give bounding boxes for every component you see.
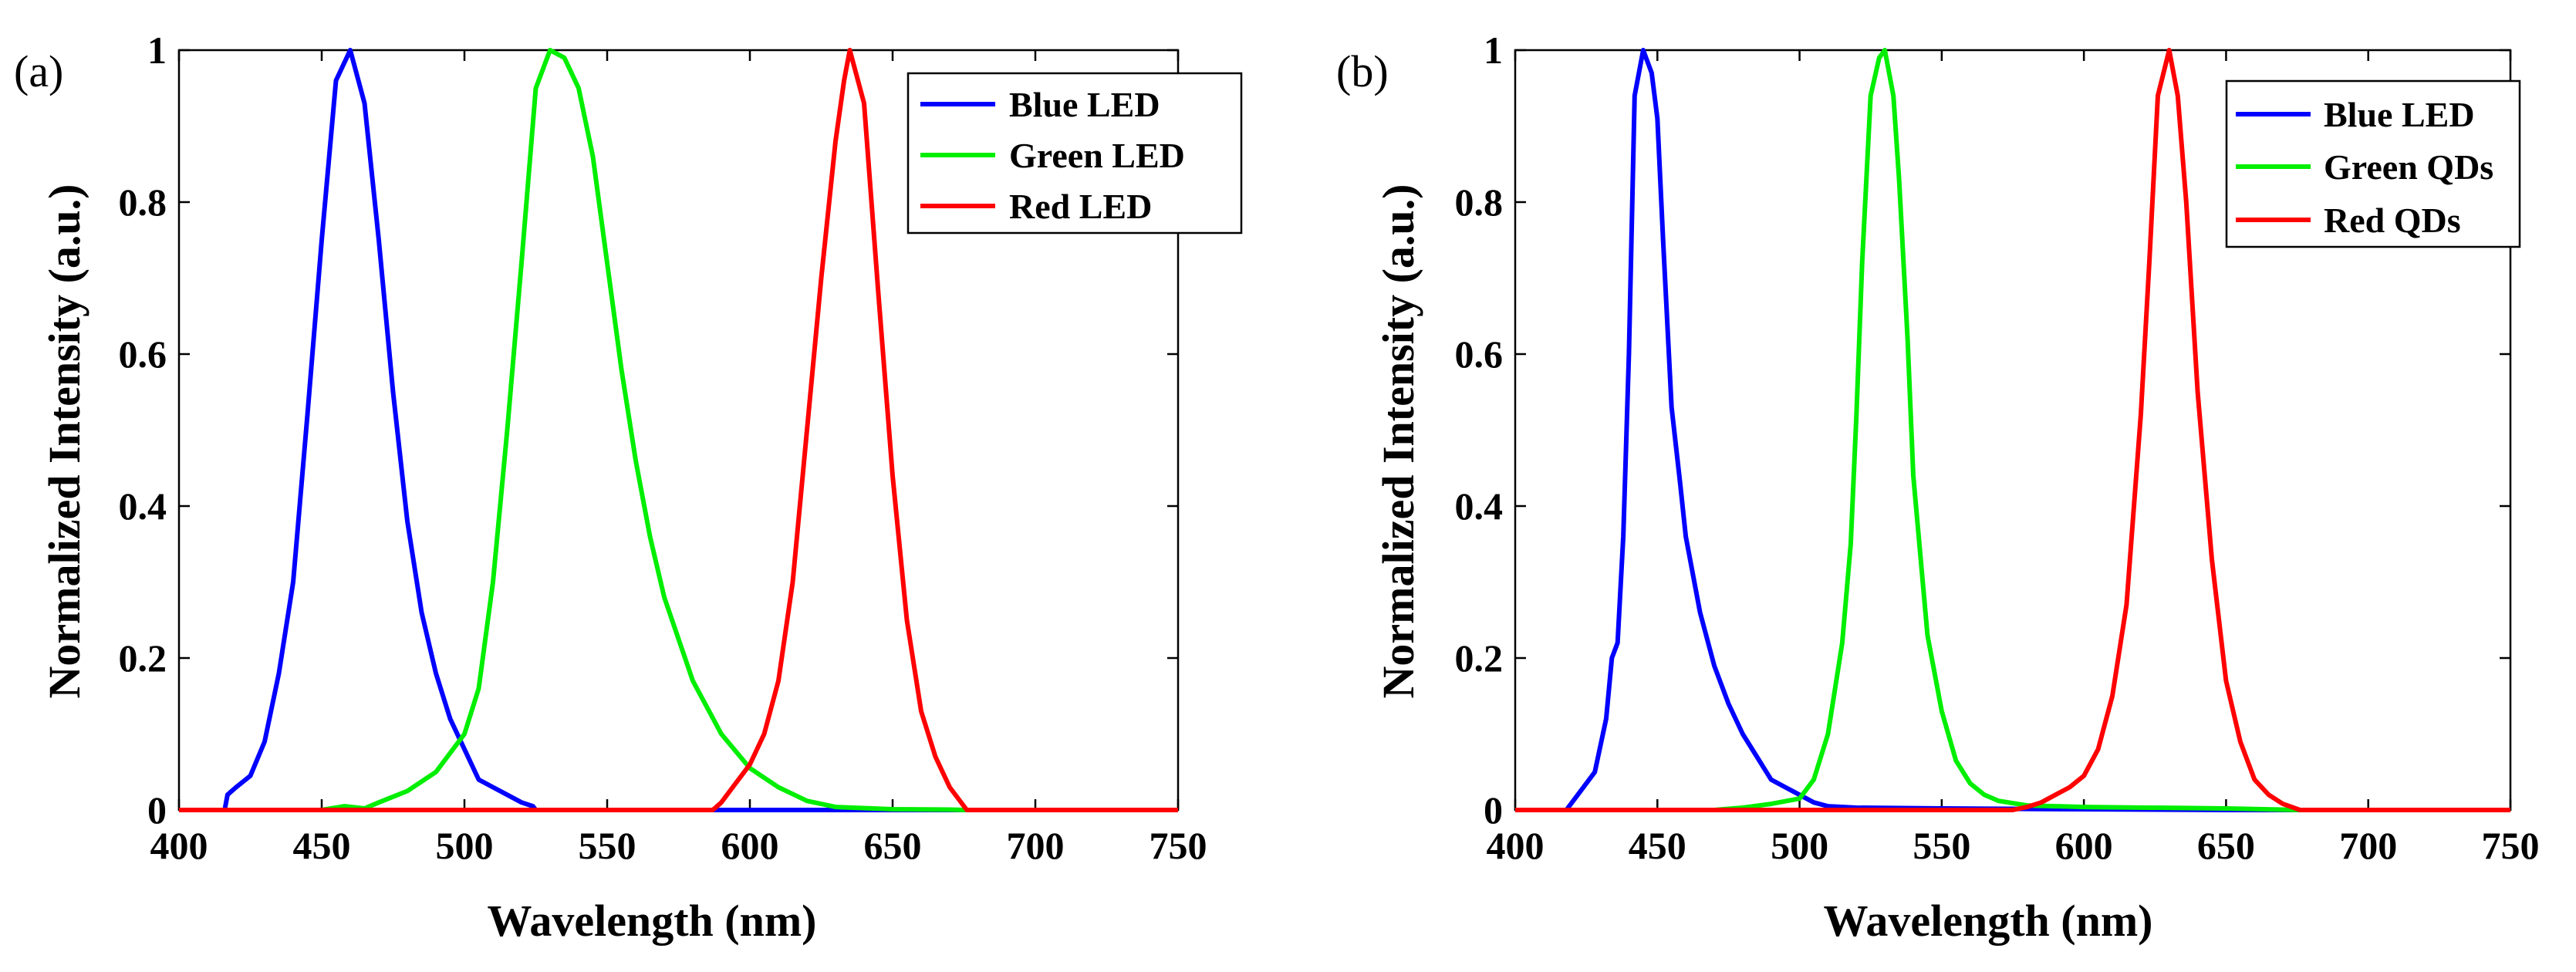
y-tick-label: 0.6 [119,332,167,376]
series-group-b [1515,48,2510,812]
series-line-red-qds-b [1515,48,2510,812]
x-tick-label: 400 [150,824,208,867]
x-tick-label: 600 [721,824,779,867]
y-tick-label: 0.8 [1455,181,1504,224]
legend-label-green-qds-b: Green QDs [2324,147,2493,187]
y-tick-label: 0 [147,788,167,832]
series-line-green-led-a [179,48,1178,812]
y-tick-label: 0.4 [119,484,167,528]
series-line-green-qds-b [1515,48,2510,812]
x-tick-label: 500 [1771,824,1828,867]
tick-group-a: 400 450 500 550 600 650 700 750 0 0.2 0.4 0.6 0.8 1 [119,29,1207,867]
legend-label-red-led-a: Red LED [1009,187,1152,226]
x-tick-label: 700 [2339,824,2397,867]
legend-a: Blue LED Green LED Red LED [906,72,1243,235]
x-axis-title-a: Wavelength (nm) [488,896,817,946]
series-group-a [179,48,1178,812]
y-tick-label: 0.2 [1455,636,1504,680]
chart-panel-a: (a) Wavelength (nm) Normalized Intensity… [14,29,1243,946]
x-axis-title-b: Wavelength (nm) [1824,896,2153,946]
y-tick-label: 0.6 [1455,332,1504,376]
x-tick-label: 450 [1629,824,1686,867]
legend-b: Blue LED Green QDs Red QDs [2225,79,2521,248]
series-line-blue-led-b [1515,48,2510,812]
y-tick-label: 0.8 [119,181,167,224]
y-tick-label: 1 [147,29,167,72]
x-tick-label: 500 [436,824,494,867]
y-tick-label: 1 [1484,29,1503,72]
x-tick-label: 650 [864,824,922,867]
series-line-blue-led-a [179,48,1178,812]
panel-label-a: (a) [14,46,63,96]
x-tick-label: 550 [579,824,636,867]
x-tick-label: 700 [1007,824,1065,867]
x-tick-label: 650 [2197,824,2255,867]
x-tick-label: 450 [293,824,351,867]
y-tick-label: 0.2 [119,636,167,680]
x-tick-label: 400 [1487,824,1545,867]
legend-label-red-qds-b: Red QDs [2324,201,2461,240]
tick-group-b: 400 450 500 550 600 650 700 750 0 0.2 0.4 0.6 0.8 1 [1455,29,2540,867]
x-tick-label: 750 [2482,824,2540,867]
chart-panel-b: (b) Wavelength (nm) Normalized Intensity… [1336,29,2540,946]
legend-label-blue-led-a: Blue LED [1009,85,1160,124]
legend-label-green-led-a: Green LED [1009,136,1185,175]
y-tick-label: 0.4 [1455,484,1504,528]
panel-label-b: (b) [1336,46,1389,96]
x-tick-label: 550 [1913,824,1970,867]
x-tick-label: 750 [1150,824,1207,867]
y-axis-title-a: Normalized Intensity (a.u.) [39,184,89,699]
x-tick-label: 600 [2055,824,2113,867]
y-axis-title-b: Normalized Intensity (a.u.) [1373,184,1423,699]
series-line-red-led-a [179,48,1178,812]
y-tick-label: 0 [1484,788,1503,832]
legend-label-blue-led-b: Blue LED [2324,95,2475,134]
